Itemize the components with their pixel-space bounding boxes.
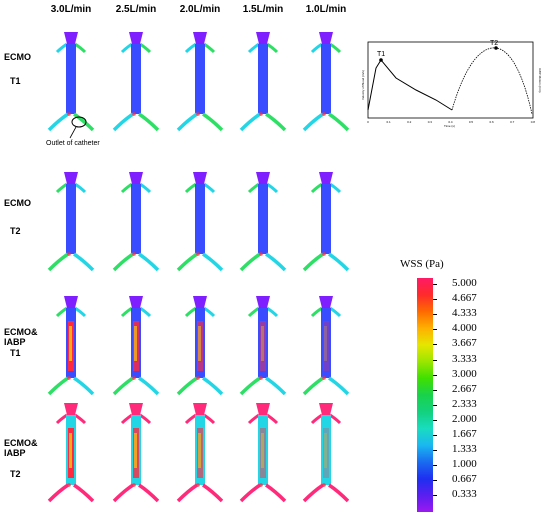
colorbar-tick-label: 2.333 xyxy=(452,397,477,410)
colorbar-tick-mark xyxy=(433,299,437,301)
vessel-model xyxy=(47,403,95,503)
vessel-model xyxy=(239,172,287,272)
vessel-model xyxy=(176,296,224,396)
colorbar-tick-mark xyxy=(433,495,437,497)
colorbar-tick-label: 2.667 xyxy=(452,382,477,395)
vessel-model xyxy=(302,32,350,132)
annotation-callout xyxy=(69,116,87,139)
colorbar-tick-mark xyxy=(433,450,437,452)
x-tick-labels: 0 0.1 0.2 0.3 0.4 0.5 0.6 0.7 0.8 xyxy=(367,120,535,124)
vessel-model xyxy=(302,296,350,396)
colorbar-tick-label: 3.000 xyxy=(452,367,477,380)
row-label-line: T2 xyxy=(10,226,21,237)
column-header: 2.0L/min xyxy=(179,4,221,15)
row-label: ECMO& IABP T1 xyxy=(4,327,38,358)
colorbar-tick-mark xyxy=(433,435,437,436)
x-tick-label: 0.5 xyxy=(469,120,474,124)
vessel-model xyxy=(239,296,287,396)
colorbar-tick-label: 1.000 xyxy=(452,458,477,471)
catheter-outlet-label: Outlet of catheter xyxy=(46,140,100,147)
vessel-model xyxy=(176,172,224,272)
colorbar-tick-mark xyxy=(433,344,437,346)
colorbar-tick-label: 0.667 xyxy=(452,473,477,486)
colorbar-tick-label: 0.333 xyxy=(452,488,477,501)
colorbar-tick-mark xyxy=(433,389,437,391)
vessel-model xyxy=(239,32,287,132)
colorbar-tick-mark xyxy=(433,419,437,421)
vessel-model xyxy=(302,403,350,503)
row-label-line: IABP xyxy=(4,448,26,459)
colorbar-tick-mark xyxy=(433,314,437,316)
column-header: 2.5L/min xyxy=(115,4,157,15)
y-axis-label-right: IABP Motion (mm) xyxy=(538,68,542,92)
column-header: 1.0L/min xyxy=(305,4,347,15)
row-label-line: T1 xyxy=(10,347,21,358)
x-tick-label: 0.2 xyxy=(407,120,412,124)
colorbar-tick-mark xyxy=(433,480,437,482)
vessel-model xyxy=(112,296,160,396)
vessel-model xyxy=(47,172,95,272)
row-label-line: ECMO& xyxy=(4,438,38,448)
colorbar-tick-label: 4.000 xyxy=(452,322,477,335)
row-label-line: ECMO xyxy=(4,52,31,62)
colorbar-gradient xyxy=(417,278,433,512)
t1-point xyxy=(379,58,383,62)
row-label: ECMO T1 xyxy=(4,52,31,87)
row-label-line: IABP xyxy=(4,337,26,348)
vessel-model xyxy=(176,403,224,503)
vessel-model xyxy=(239,403,287,503)
iabp-curve xyxy=(451,47,533,115)
colorbar-tick-label: 4.333 xyxy=(452,307,477,320)
colorbar-tick-label: 3.333 xyxy=(452,352,477,365)
vessel-model xyxy=(302,172,350,272)
colorbar-tick-mark xyxy=(433,465,437,467)
colorbar-tick-label: 4.667 xyxy=(452,292,477,305)
t2-label: T2 xyxy=(490,40,498,47)
x-axis-label: Time (s) xyxy=(444,124,455,128)
catheter-outlet-circle xyxy=(71,116,87,128)
x-tick-label: 0.1 xyxy=(387,120,392,124)
row-label: ECMO& IABP T2 xyxy=(4,438,38,479)
x-tick-label: 0.8 xyxy=(531,120,536,124)
x-tick-label: 0.3 xyxy=(428,120,433,124)
callout-line xyxy=(69,126,77,139)
row-label-line: T1 xyxy=(10,76,21,87)
column-header: 1.5L/min xyxy=(242,4,284,15)
y-axis-label-left: Velocity of Blood (m/s) xyxy=(361,70,365,100)
colorbar-tick-mark xyxy=(433,359,437,361)
colorbar-tick-mark xyxy=(433,374,437,376)
row-label-line: ECMO& xyxy=(4,327,38,337)
vessel-grid xyxy=(47,32,350,503)
colorbar-tick-label: 5.000 xyxy=(452,277,477,289)
vessel-model xyxy=(47,296,95,396)
vessel-model xyxy=(112,32,160,132)
colorbar-tick-label: 3.667 xyxy=(452,337,477,350)
velocity-curve xyxy=(367,59,453,111)
vessel-model xyxy=(176,32,224,132)
x-tick-label: 0 xyxy=(367,120,369,124)
colorbar-tick-mark xyxy=(433,284,437,285)
colorbar-tick-mark xyxy=(433,329,437,331)
t2-point xyxy=(494,46,498,50)
x-tick-label: 0.6 xyxy=(490,120,495,124)
colorbar-tick-mark xyxy=(433,404,437,406)
colorbar-title: WSS (Pa) xyxy=(400,258,444,270)
x-tick-label: 0.4 xyxy=(448,120,453,124)
colorbar-tick-label: 2.000 xyxy=(452,412,477,425)
vessel-model xyxy=(47,32,95,132)
vessel-model xyxy=(112,403,160,503)
vessel-model xyxy=(112,172,160,272)
row-label-line: T2 xyxy=(10,468,21,479)
colorbar-tick-label: 1.333 xyxy=(452,443,477,456)
t1-label: T1 xyxy=(377,51,385,58)
row-label-line: ECMO xyxy=(4,198,31,208)
row-label: ECMO T2 xyxy=(4,198,31,237)
chart-frame xyxy=(367,41,534,119)
column-header: 3.0L/min xyxy=(50,4,92,15)
velocity-chart: T1 T2 Velocity of Blood (m/s) IABP Motio… xyxy=(361,40,542,128)
x-tick-label: 0.7 xyxy=(510,120,515,124)
colorbar-tick-label: 1.667 xyxy=(452,428,477,440)
